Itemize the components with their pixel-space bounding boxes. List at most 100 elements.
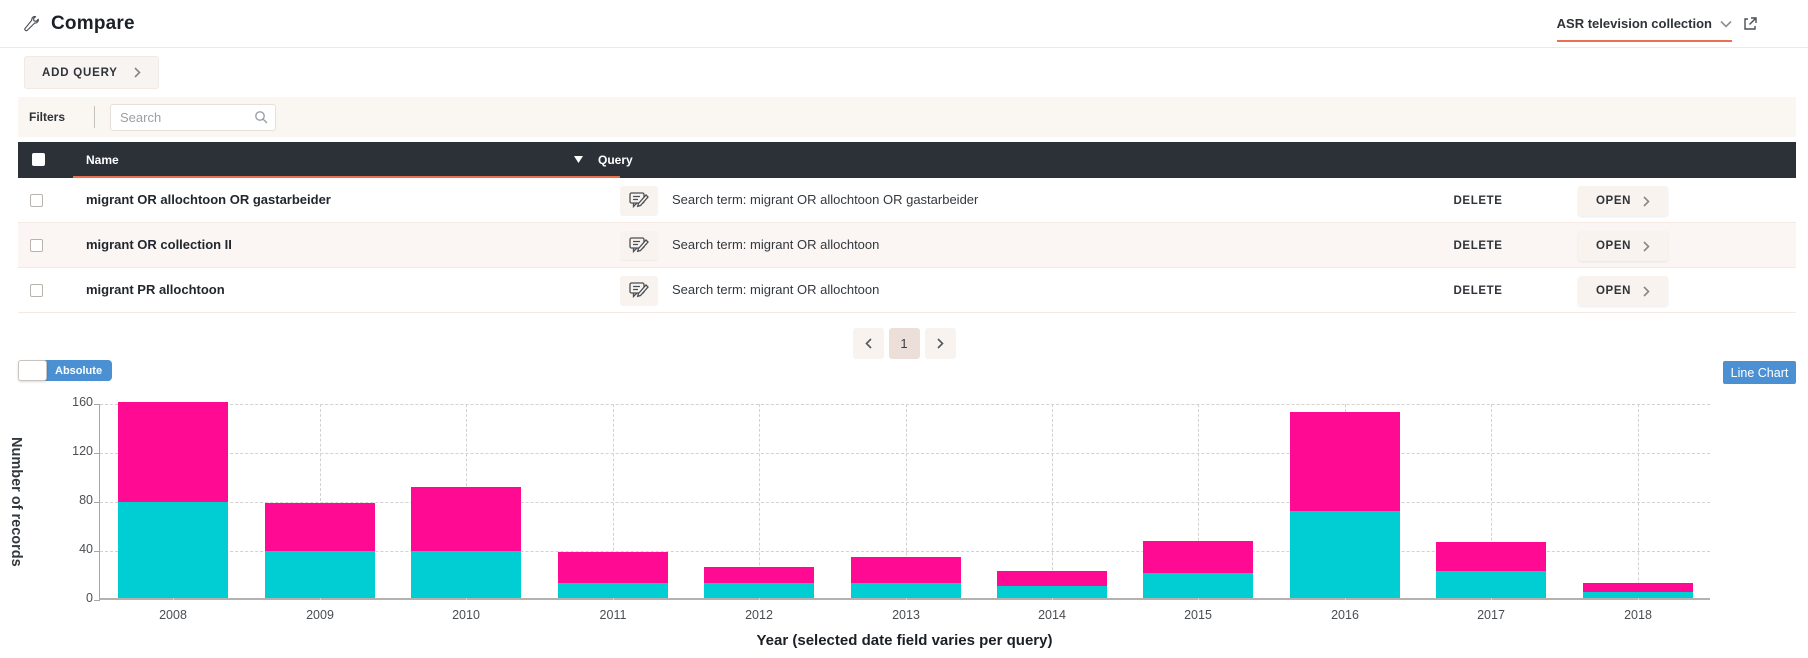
table-row: migrant OR allochtoon OR gastarbeider Se…: [18, 178, 1796, 223]
query-description: Search term: migrant OR allochtoon: [672, 237, 880, 252]
line-chart-button[interactable]: Line Chart: [1723, 361, 1796, 384]
query-name: migrant OR collection II: [86, 237, 232, 252]
bar-segment: [1583, 583, 1693, 592]
external-link-icon[interactable]: [1742, 16, 1758, 32]
stacked-bar: [1436, 542, 1546, 598]
y-tick-mark: [94, 551, 100, 552]
bar-segment: [118, 502, 228, 598]
row-checkbox[interactable]: [30, 284, 43, 297]
bar-segment: [997, 571, 1107, 586]
select-all-checkbox[interactable]: [32, 153, 45, 166]
x-gridline: [1052, 404, 1053, 600]
stacked-bar: [704, 567, 814, 598]
y-gridline: [100, 404, 1710, 405]
y-gridline: [100, 453, 1710, 454]
open-label: OPEN: [1596, 285, 1631, 297]
add-query-label: ADD QUERY: [42, 66, 118, 79]
x-tick-label: 2018: [1624, 608, 1652, 622]
bar-segment: [265, 551, 375, 598]
column-header-name[interactable]: Name: [86, 153, 119, 167]
edit-query-button[interactable]: [620, 276, 658, 305]
stacked-bar: [558, 552, 668, 598]
x-gridline: [1198, 404, 1199, 600]
chevron-right-icon: [134, 67, 141, 78]
y-gridline: [100, 551, 1710, 552]
add-query-button[interactable]: ADD QUERY: [24, 56, 159, 89]
y-tick-label: 40: [79, 542, 93, 556]
stacked-bar: [118, 402, 228, 598]
pagination: 1: [0, 328, 1808, 359]
y-tick-mark: [94, 600, 100, 601]
chevron-left-icon: [864, 338, 872, 349]
x-gridline: [906, 404, 907, 600]
query-name: migrant OR allochtoon OR gastarbeider: [86, 192, 331, 207]
x-axis-label: Year (selected date field varies per que…: [756, 632, 1053, 649]
delete-query-button[interactable]: DELETE: [1418, 178, 1538, 223]
absolute-relative-toggle[interactable]: Absolute: [18, 360, 113, 381]
delete-query-button[interactable]: DELETE: [1418, 223, 1538, 268]
row-checkbox[interactable]: [30, 239, 43, 252]
bar-segment: [704, 583, 814, 598]
query-description: Search term: migrant OR allochtoon: [672, 282, 880, 297]
sort-desc-icon[interactable]: [574, 156, 583, 163]
next-page-button[interactable]: [924, 328, 956, 359]
query-description: Search term: migrant OR allochtoon OR ga…: [672, 192, 979, 207]
open-query-button[interactable]: OPEN: [1578, 186, 1668, 216]
y-tick-mark: [94, 502, 100, 503]
plot-area: 0 40 80 120 160 2008 2009 2010 2011 2012 2013 2014 2…: [72, 395, 1710, 622]
active-column-underline: [73, 176, 620, 178]
x-tick-label: 2015: [1184, 608, 1212, 622]
search-input[interactable]: [110, 103, 277, 131]
open-query-button[interactable]: OPEN: [1578, 231, 1668, 261]
filters-divider: [94, 106, 96, 128]
bar-segment: [1143, 573, 1253, 598]
bar-segment: [1290, 412, 1400, 511]
x-gridline: [759, 404, 760, 600]
open-label: OPEN: [1596, 240, 1631, 252]
stacked-bar: [1143, 541, 1253, 598]
chevron-right-icon: [1643, 285, 1650, 297]
y-tick-mark: [94, 404, 100, 405]
y-gridline: [100, 502, 1710, 503]
x-tick-label: 2017: [1477, 608, 1505, 622]
collection-dropdown[interactable]: ASR television collection: [1556, 16, 1732, 42]
x-tick-label: 2014: [1038, 608, 1066, 622]
bar-segment: [851, 583, 961, 598]
x-gridline: [1491, 404, 1492, 600]
query-name: migrant PR allochtoon: [86, 282, 225, 297]
open-label: OPEN: [1596, 195, 1631, 207]
edit-annotation-icon: [628, 192, 649, 209]
search-icon: [255, 110, 268, 123]
x-gridline: [320, 404, 321, 600]
stacked-bar: [265, 503, 375, 598]
bar-segment: [1436, 571, 1546, 598]
edit-query-button[interactable]: [620, 231, 658, 260]
x-tick-label: 2010: [452, 608, 480, 622]
prev-page-button[interactable]: [852, 328, 884, 359]
page-number-button[interactable]: 1: [888, 328, 920, 359]
bar-segment: [1290, 511, 1400, 598]
bar-segment: [265, 503, 375, 551]
y-tick-label: 160: [72, 395, 93, 409]
collection-selector: ASR television collection: [1556, 16, 1758, 42]
bar-segment: [1436, 542, 1546, 571]
delete-query-button[interactable]: DELETE: [1418, 268, 1538, 313]
bar-segment: [1143, 541, 1253, 573]
chevron-right-icon: [936, 338, 944, 349]
page-title: Compare: [51, 13, 135, 34]
stacked-bar: [997, 571, 1107, 598]
filters-label: Filters: [29, 110, 66, 124]
x-gridline: [1638, 404, 1639, 600]
column-header-query[interactable]: Query: [598, 153, 633, 167]
toggle-knob[interactable]: [18, 360, 47, 381]
x-tick-label: 2011: [599, 608, 627, 622]
wrench-icon: [22, 15, 40, 33]
edit-query-button[interactable]: [620, 186, 658, 215]
y-tick-label: 120: [72, 444, 93, 458]
stacked-bar: [1290, 412, 1400, 598]
open-query-button[interactable]: OPEN: [1578, 276, 1668, 306]
filters-bar: Filters: [18, 97, 1796, 137]
row-checkbox[interactable]: [30, 194, 43, 207]
stacked-bar: [1583, 583, 1693, 598]
